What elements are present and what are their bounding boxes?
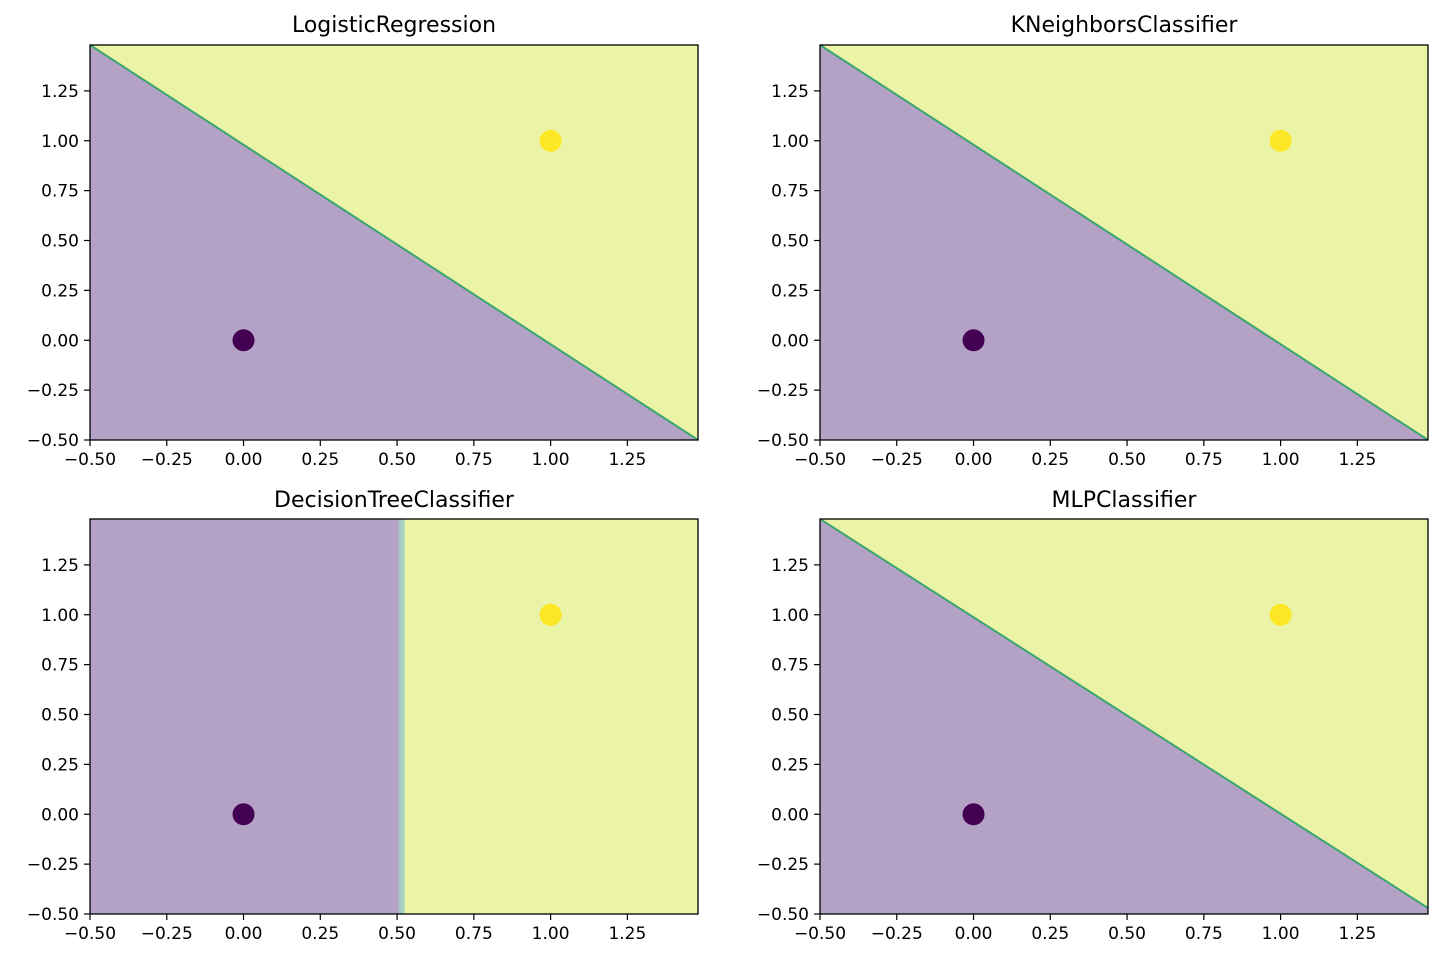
y-tick-label: 1.00 xyxy=(771,132,809,152)
data-point-0 xyxy=(962,803,985,826)
data-point-0 xyxy=(232,329,255,352)
plot-area xyxy=(820,519,1428,914)
data-point-1 xyxy=(539,129,562,152)
axes-frame xyxy=(89,44,699,441)
y-tick-label: −0.25 xyxy=(27,855,79,875)
x-tick-label: 0.25 xyxy=(301,924,339,944)
x-tick-label: 1.25 xyxy=(1338,450,1376,470)
y-tick-label: 0.50 xyxy=(41,232,79,252)
x-tick-label: 1.00 xyxy=(532,450,570,470)
y-tick-label: 0.75 xyxy=(41,182,79,202)
x-tick-label: −0.50 xyxy=(64,924,116,944)
data-point-0 xyxy=(232,803,255,826)
plot-area xyxy=(820,45,1428,440)
data-point-0 xyxy=(962,329,985,352)
x-tick-label: 1.25 xyxy=(608,450,646,470)
y-tick-label: 0.75 xyxy=(771,656,809,676)
y-tick-label: 0.00 xyxy=(41,805,79,825)
axes-frame xyxy=(819,44,1429,441)
y-tick-label: 1.00 xyxy=(771,606,809,626)
y-tick-label: 1.00 xyxy=(41,132,79,152)
x-tick-label: 0.00 xyxy=(225,450,263,470)
x-tick-label: 1.00 xyxy=(532,924,570,944)
x-tick-label: 1.00 xyxy=(1262,450,1300,470)
region-class-1 xyxy=(401,519,698,914)
x-tick-label: 0.00 xyxy=(955,924,993,944)
y-tick-label: 1.25 xyxy=(41,556,79,576)
y-tick-label: 0.50 xyxy=(771,232,809,252)
subplot-2: −0.50 −0.25 0.00 0.25 0.50 0.75 1.00 1.25 −0.50 −… xyxy=(27,488,699,944)
y-tick-label: 1.00 xyxy=(41,606,79,626)
y-tick-label: 0.25 xyxy=(771,281,809,301)
decision-boundary xyxy=(398,519,405,914)
y-tick-label: 1.25 xyxy=(771,556,809,576)
y-tick-label: 0.75 xyxy=(41,656,79,676)
y-tick-label: 0.75 xyxy=(771,182,809,202)
region-class-0 xyxy=(90,519,402,914)
y-tick-label: 1.25 xyxy=(771,82,809,102)
y-tick-label: 0.50 xyxy=(41,706,79,726)
y-tick-label: 1.25 xyxy=(41,82,79,102)
y-tick-label: −0.50 xyxy=(27,431,79,451)
x-tick-label: −0.25 xyxy=(871,450,923,470)
chart-title: DecisionTreeClassifier xyxy=(274,488,515,513)
x-tick-label: 0.25 xyxy=(1031,450,1069,470)
x-tick-label: 0.25 xyxy=(1031,924,1069,944)
x-tick-label: 0.75 xyxy=(1185,450,1223,470)
x-tick-label: 1.00 xyxy=(1262,924,1300,944)
x-tick-label: −0.50 xyxy=(64,450,116,470)
x-tick-label: 0.75 xyxy=(1185,924,1223,944)
decision-boundary xyxy=(90,45,698,440)
subplot-1: −0.50 −0.25 0.00 0.25 0.50 0.75 1.00 1.25 −0.50 −… xyxy=(757,13,1429,470)
x-tick-label: 1.25 xyxy=(1338,924,1376,944)
chart-title: MLPClassifier xyxy=(1052,488,1198,513)
plot-area xyxy=(90,45,698,440)
x-tick-label: 0.50 xyxy=(1108,450,1146,470)
y-tick-label: 0.25 xyxy=(771,755,809,775)
chart-title: LogisticRegression xyxy=(292,13,496,38)
y-tick-label: 0.00 xyxy=(41,331,79,351)
chart-title: KNeighborsClassifier xyxy=(1011,13,1239,38)
x-tick-label: −0.25 xyxy=(141,924,193,944)
y-tick-label: 0.00 xyxy=(771,331,809,351)
y-tick-label: −0.50 xyxy=(27,905,79,925)
x-tick-label: 0.75 xyxy=(455,924,493,944)
x-tick-label: 1.25 xyxy=(608,924,646,944)
axes-frame xyxy=(89,518,699,915)
x-tick-label: −0.50 xyxy=(794,450,846,470)
decision-boundary xyxy=(820,45,1428,440)
y-tick-label: 0.00 xyxy=(771,805,809,825)
x-tick-label: 0.75 xyxy=(455,450,493,470)
data-point-1 xyxy=(539,603,562,626)
y-tick-label: 0.25 xyxy=(41,281,79,301)
x-tick-label: 0.25 xyxy=(301,450,339,470)
y-tick-label: −0.25 xyxy=(27,381,79,401)
y-tick-label: −0.50 xyxy=(757,905,809,925)
x-tick-label: −0.25 xyxy=(871,924,923,944)
y-tick-label: −0.25 xyxy=(757,855,809,875)
x-tick-label: 0.50 xyxy=(378,450,416,470)
x-tick-label: −0.50 xyxy=(794,924,846,944)
data-point-1 xyxy=(1269,603,1292,626)
data-point-1 xyxy=(1269,129,1292,152)
x-tick-label: 0.00 xyxy=(955,450,993,470)
plot-area xyxy=(90,519,698,914)
x-tick-label: 0.50 xyxy=(1108,924,1146,944)
axes-frame xyxy=(819,518,1429,915)
subplot-0: −0.50 −0.25 0.00 0.25 0.50 0.75 1.00 1.25 −0.50 −… xyxy=(27,13,699,470)
x-tick-label: 0.50 xyxy=(378,924,416,944)
y-tick-label: 0.25 xyxy=(41,755,79,775)
y-tick-label: −0.50 xyxy=(757,431,809,451)
y-tick-label: 0.50 xyxy=(771,706,809,726)
x-tick-label: −0.25 xyxy=(141,450,193,470)
y-tick-label: −0.25 xyxy=(757,381,809,401)
x-tick-label: 0.00 xyxy=(225,924,263,944)
decision-boundary xyxy=(820,519,1428,909)
subplot-3: −0.50 −0.25 0.00 0.25 0.50 0.75 1.00 1.25 −0.50 −… xyxy=(757,488,1429,944)
